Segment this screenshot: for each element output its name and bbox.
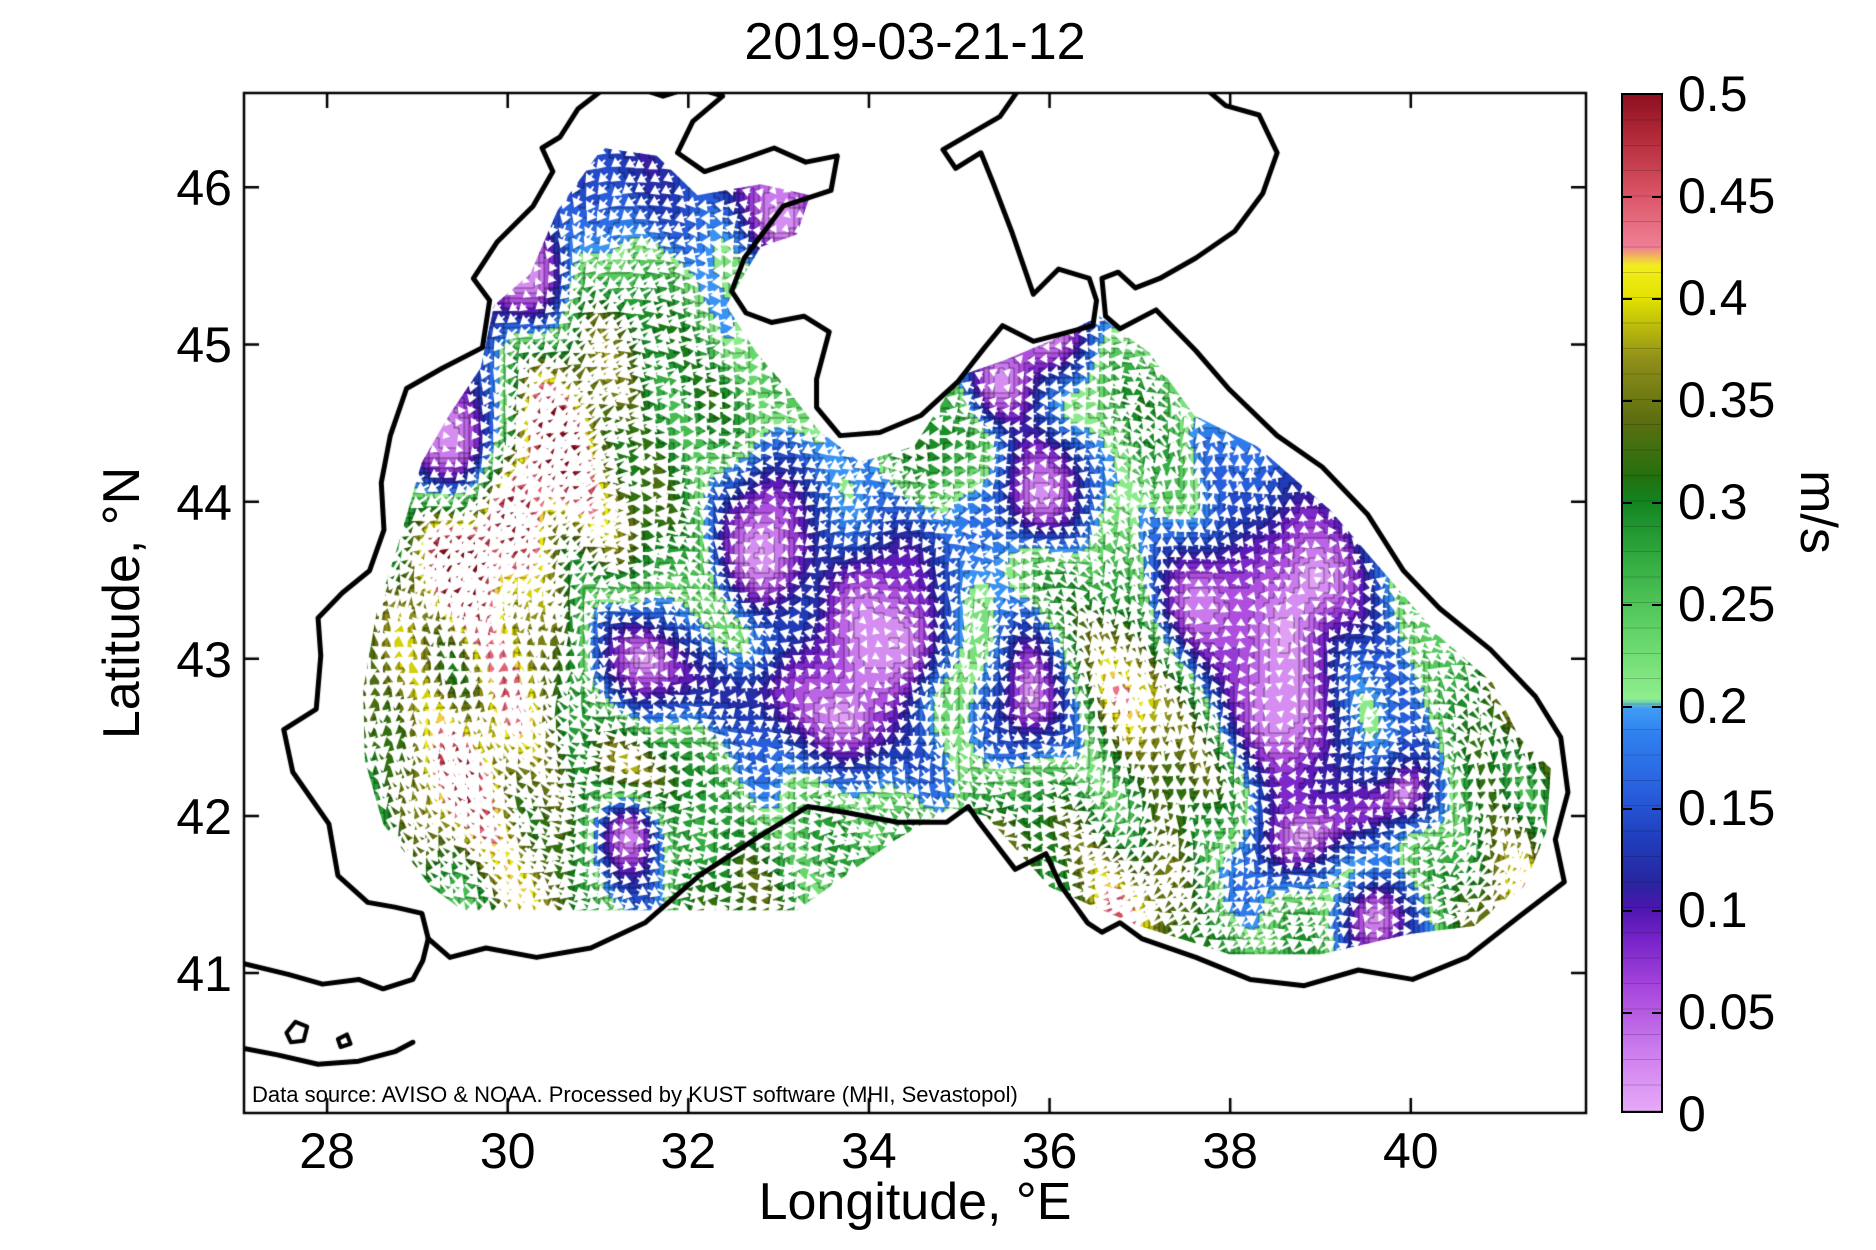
colorbar-tick-label: 0.05 (1678, 984, 1776, 1040)
colorbar-tick-mark (1652, 298, 1661, 300)
colorbar-tick-mark (1652, 502, 1661, 504)
colorbar-tick-mark (1623, 910, 1632, 912)
colorbar-tick-mark (1623, 706, 1632, 708)
colorbar-tick-mark (1652, 1012, 1661, 1014)
colorbar-tick-mark (1623, 400, 1632, 402)
y-tick-label: 44 (176, 474, 232, 531)
y-tick-label: 42 (176, 788, 232, 845)
colorbar-tick-mark (1652, 706, 1661, 708)
colorbar-tick-mark (1623, 502, 1632, 504)
colorbar (1621, 93, 1663, 1113)
colorbar-tick-mark (1652, 400, 1661, 402)
colorbar-tick-mark (1652, 808, 1661, 810)
colorbar-tick-mark (1623, 1012, 1632, 1014)
colorbar-tick-mark (1623, 298, 1632, 300)
colorbar-tick-mark (1623, 196, 1632, 198)
y-tick-label: 41 (176, 946, 232, 1003)
chart-title: 2019-03-21-12 (744, 13, 1086, 71)
x-tick-label: 32 (660, 1123, 717, 1179)
x-tick-label: 40 (1382, 1123, 1439, 1179)
y-tick-label: 43 (176, 631, 232, 688)
colorbar-tick-mark (1623, 808, 1632, 810)
y-tick-label: 45 (176, 317, 232, 374)
colorbar-tick-label: 0.3 (1678, 474, 1748, 530)
colorbar-tick-mark (1652, 604, 1661, 606)
x-axis-label: Longitude, °E (758, 1173, 1072, 1231)
colorbar-unit-label: m/s (1789, 470, 1847, 554)
colorbar-tick-label: 0.2 (1678, 678, 1748, 734)
colorbar-tick-label: 0.5 (1678, 66, 1748, 122)
colorbar-tick-mark (1623, 604, 1632, 606)
colorbar-band-lines (1623, 95, 1661, 1111)
colorbar-tick-mark (1652, 196, 1661, 198)
colorbar-tick-label: 0.1 (1678, 882, 1748, 938)
y-tick-label: 46 (176, 160, 232, 217)
colorbar-tick-mark (1652, 910, 1661, 912)
colorbar-tick-label: 0.15 (1678, 780, 1776, 836)
colorbar-tick-label: 0.35 (1678, 372, 1776, 428)
colorbar-tick-label: 0.4 (1678, 270, 1748, 326)
colorbar-tick-label: 0.25 (1678, 576, 1776, 632)
colorbar-tick-label: 0 (1678, 1086, 1706, 1142)
x-tick-label: 34 (841, 1123, 897, 1179)
x-tick-label: 28 (299, 1123, 355, 1179)
colorbar-tick-label: 0.45 (1678, 168, 1776, 224)
x-tick-label: 30 (479, 1123, 536, 1179)
attribution-text: Data source: AVISO & NOAA. Processed by … (252, 1082, 1018, 1107)
x-tick-label: 36 (1021, 1123, 1078, 1179)
x-tick-label: 38 (1202, 1123, 1258, 1179)
